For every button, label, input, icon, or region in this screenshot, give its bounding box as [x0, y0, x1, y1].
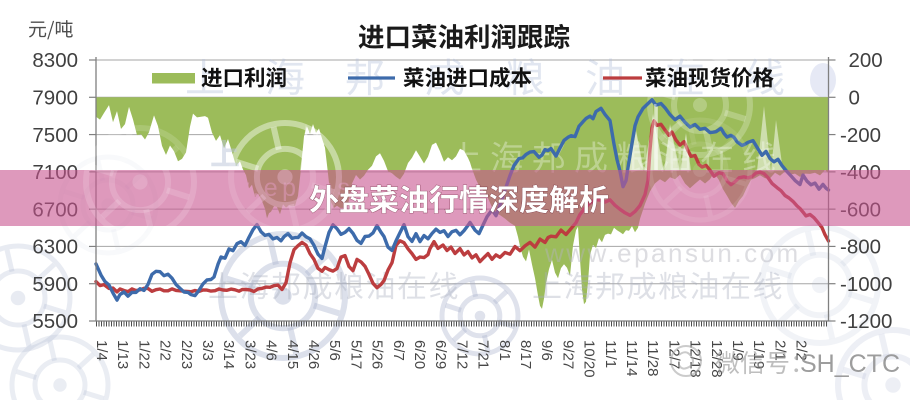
- svg-text:1/22: 1/22: [135, 340, 152, 369]
- svg-text:3/23: 3/23: [241, 340, 258, 369]
- svg-text:-800: -800: [840, 236, 881, 259]
- svg-text:4/6: 4/6: [263, 340, 280, 361]
- svg-text:6/20: 6/20: [411, 340, 428, 369]
- svg-text:7500: 7500: [32, 124, 78, 147]
- svg-text:-200: -200: [840, 124, 881, 147]
- svg-text:200: 200: [849, 49, 883, 72]
- svg-text:2/23: 2/23: [178, 340, 195, 369]
- svg-text:0: 0: [849, 87, 860, 110]
- svg-text:9/6: 9/6: [538, 340, 555, 361]
- svg-text:1/4: 1/4: [93, 340, 110, 361]
- svg-text:5900: 5900: [32, 273, 78, 296]
- svg-text:4/15: 4/15: [284, 340, 301, 369]
- svg-text:1/19: 1/19: [750, 340, 767, 369]
- svg-text:5/6: 5/6: [326, 340, 343, 361]
- svg-text:-1200: -1200: [840, 310, 892, 333]
- svg-text:www.epansun.com: www.epansun.com: [544, 238, 801, 268]
- svg-text:SH_CTC: SH_CTC: [800, 350, 900, 378]
- svg-text:1/13: 1/13: [114, 340, 131, 369]
- svg-text:11/28: 11/28: [644, 340, 661, 376]
- svg-text:7/12: 7/12: [453, 340, 470, 369]
- svg-text:11/1: 11/1: [602, 340, 619, 368]
- svg-text:9/27: 9/27: [559, 340, 576, 369]
- svg-text:6/7: 6/7: [390, 340, 407, 361]
- svg-text:11/14: 11/14: [623, 340, 640, 376]
- svg-text:7900: 7900: [32, 87, 78, 110]
- svg-text:10/20: 10/20: [581, 340, 598, 378]
- svg-text:5/26: 5/26: [369, 340, 386, 369]
- svg-text:5/17: 5/17: [347, 340, 364, 369]
- svg-text:7/21: 7/21: [475, 340, 492, 369]
- svg-text:8/17: 8/17: [517, 340, 534, 369]
- svg-text:4/26: 4/26: [305, 340, 322, 369]
- svg-text:3/3: 3/3: [199, 340, 216, 361]
- svg-text:8300: 8300: [32, 49, 78, 72]
- svg-text:6300: 6300: [32, 236, 78, 259]
- svg-text:5500: 5500: [32, 310, 78, 333]
- svg-text:-1000: -1000: [840, 273, 892, 296]
- svg-text:2/2: 2/2: [157, 340, 174, 361]
- svg-text:6/29: 6/29: [432, 340, 449, 369]
- svg-text:3/14: 3/14: [220, 340, 237, 369]
- svg-text:8/1: 8/1: [496, 340, 513, 361]
